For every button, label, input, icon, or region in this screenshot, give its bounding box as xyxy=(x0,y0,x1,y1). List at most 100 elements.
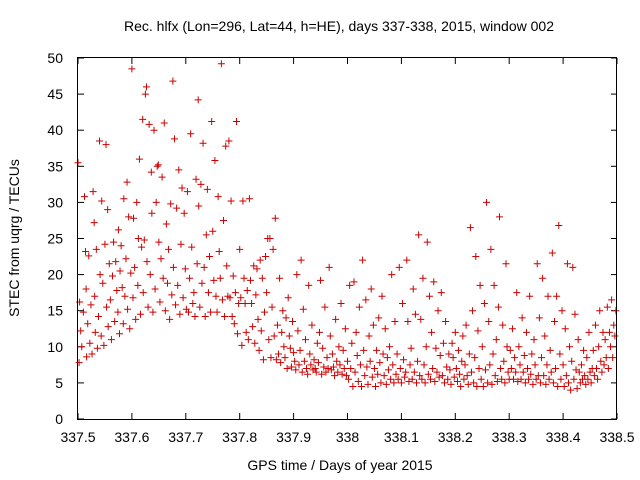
data-point xyxy=(154,161,162,169)
data-point xyxy=(196,303,204,311)
data-point xyxy=(94,312,102,320)
data-point xyxy=(600,361,608,369)
data-point xyxy=(525,375,533,383)
data-point xyxy=(555,222,563,230)
data-point xyxy=(419,274,427,282)
data-point xyxy=(241,299,249,307)
data-point xyxy=(491,372,499,380)
data-point xyxy=(386,343,394,351)
data-point xyxy=(106,296,114,304)
data-point xyxy=(271,214,279,222)
data-point xyxy=(526,292,534,300)
data-point xyxy=(587,379,595,387)
data-point xyxy=(527,370,535,378)
data-point xyxy=(472,253,480,261)
data-point xyxy=(355,303,363,311)
data-point xyxy=(360,346,368,354)
data-point xyxy=(597,357,605,365)
data-point xyxy=(560,383,568,391)
y-tick-label: 10 xyxy=(47,339,63,355)
y-tick-label: 15 xyxy=(47,303,63,319)
data-point xyxy=(417,315,425,323)
data-point xyxy=(102,141,110,149)
data-point xyxy=(89,188,97,196)
data-point xyxy=(227,197,235,205)
x-tick-label: 338.1 xyxy=(384,429,419,445)
data-point xyxy=(393,350,401,358)
data-point xyxy=(87,301,95,309)
data-point xyxy=(170,135,178,143)
data-point xyxy=(211,157,219,165)
data-point xyxy=(506,346,514,354)
data-point xyxy=(390,379,398,387)
data-point xyxy=(569,263,577,271)
data-point xyxy=(188,243,196,251)
data-point xyxy=(421,379,429,387)
data-point xyxy=(561,325,569,333)
data-point xyxy=(312,368,320,376)
data-point xyxy=(193,260,201,268)
data-point xyxy=(608,296,616,304)
data-point xyxy=(404,318,412,326)
data-point xyxy=(410,368,418,376)
data-point xyxy=(356,361,364,369)
data-point xyxy=(77,327,85,335)
data-point xyxy=(127,269,135,277)
y-tick-label: 40 xyxy=(47,122,63,138)
data-point xyxy=(97,332,105,340)
data-point xyxy=(236,245,244,253)
data-point xyxy=(140,236,148,244)
data-point xyxy=(380,372,388,380)
x-tick-label: 337.5 xyxy=(60,429,95,445)
data-point xyxy=(214,193,222,201)
data-point xyxy=(335,343,343,351)
data-point xyxy=(394,375,402,383)
data-point xyxy=(470,379,478,387)
data-point xyxy=(571,310,579,318)
data-point xyxy=(289,318,297,326)
data-point xyxy=(190,289,198,297)
data-point xyxy=(562,372,570,380)
data-point xyxy=(126,325,134,333)
data-point xyxy=(377,379,385,387)
data-point xyxy=(169,263,177,271)
data-point xyxy=(533,260,541,268)
x-tick-label: 338.2 xyxy=(438,429,473,445)
data-point xyxy=(284,294,292,302)
data-point xyxy=(197,180,205,188)
data-point xyxy=(427,375,435,383)
data-point xyxy=(324,364,332,372)
data-point xyxy=(573,385,581,393)
data-point xyxy=(300,357,308,365)
data-point xyxy=(609,354,617,362)
data-point xyxy=(317,276,325,284)
data-point xyxy=(428,328,436,336)
x-tick-label: 338 xyxy=(336,429,360,445)
data-point xyxy=(124,305,132,313)
data-point xyxy=(416,372,424,380)
data-point xyxy=(216,274,224,282)
data-point xyxy=(369,321,377,329)
data-point xyxy=(474,327,482,335)
axis-ticks: 337.5 337.6 337.7 337.8 337.9 338 338.1 338.2 33… xyxy=(47,50,634,445)
data-point xyxy=(82,247,90,255)
data-point xyxy=(177,240,185,248)
data-point xyxy=(260,308,268,316)
data-point xyxy=(611,332,619,340)
data-point xyxy=(113,286,121,294)
data-point xyxy=(93,344,101,352)
data-point xyxy=(430,278,438,286)
data-point xyxy=(459,332,467,340)
data-point xyxy=(122,255,130,263)
data-point xyxy=(548,249,556,257)
data-point xyxy=(499,321,507,329)
data-point xyxy=(278,328,286,336)
data-point xyxy=(156,298,164,306)
data-point xyxy=(173,204,181,212)
data-point xyxy=(446,366,454,374)
data-point xyxy=(349,383,357,391)
data-point xyxy=(494,303,502,311)
data-point xyxy=(365,332,373,340)
data-point xyxy=(203,185,211,193)
data-point xyxy=(476,281,484,289)
